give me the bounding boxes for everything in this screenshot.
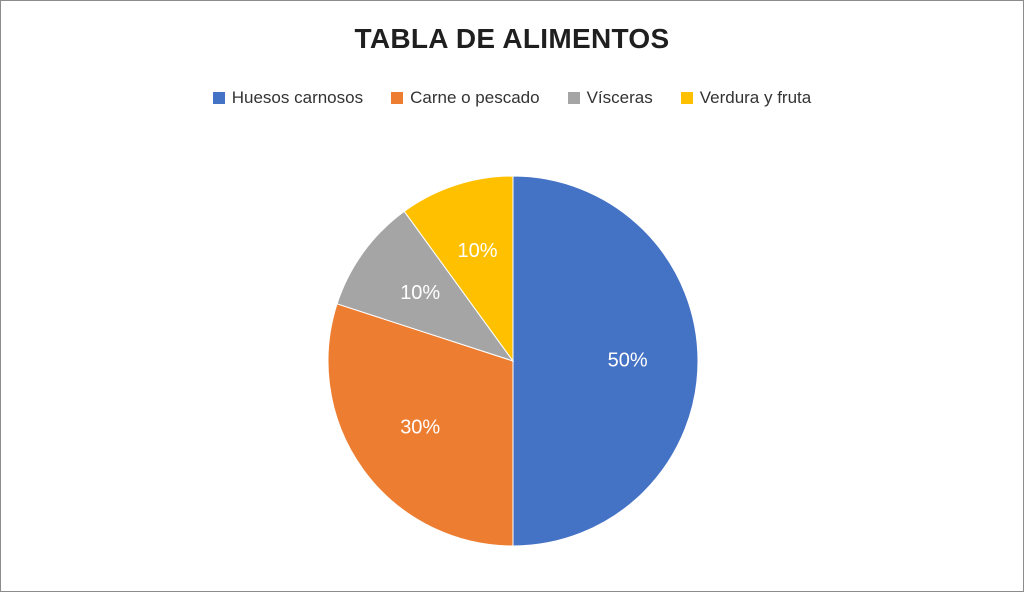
legend-label-verdura-y-fruta: Verdura y fruta xyxy=(699,88,812,107)
legend-swatch-verdura-y-fruta xyxy=(680,92,693,104)
pie-slice-vísceras xyxy=(336,210,515,362)
legend-label-huesos-carnosos: Huesos carnosos xyxy=(231,88,364,107)
legend-label-visceras: Vísceras xyxy=(586,88,653,107)
chart-title: TABLA DE ALIMENTOS xyxy=(354,23,670,54)
data-label-verdura-y-fruta: 10% xyxy=(458,240,498,262)
legend-item-carne-o-pescado: Carne o pescado xyxy=(391,88,540,108)
pie-slice-verdura-y-fruta xyxy=(403,175,514,363)
data-label-huesos-carnosos: 50% xyxy=(608,349,648,371)
legend-label-carne-o-pescado: Carne o pescado xyxy=(410,88,540,107)
legend-item-huesos-carnosos: Huesos carnosos xyxy=(212,88,364,108)
legend: Huesos carnosos Carne o pescado Vísceras… xyxy=(1,88,1023,108)
pie-slice-carne-o-pescado xyxy=(327,303,514,547)
legend-swatch-huesos-carnosos xyxy=(212,92,225,104)
pie-slice-huesos-carnosos xyxy=(512,175,699,547)
legend-swatch-carne-o-pescado xyxy=(391,92,404,104)
legend-item-verdura-y-fruta: Verdura y fruta xyxy=(680,88,812,108)
data-label-vísceras: 10% xyxy=(400,282,440,304)
legend-item-visceras: Vísceras xyxy=(567,88,653,108)
data-label-carne-o-pescado: 30% xyxy=(400,417,440,439)
legend-swatch-visceras xyxy=(567,92,580,104)
